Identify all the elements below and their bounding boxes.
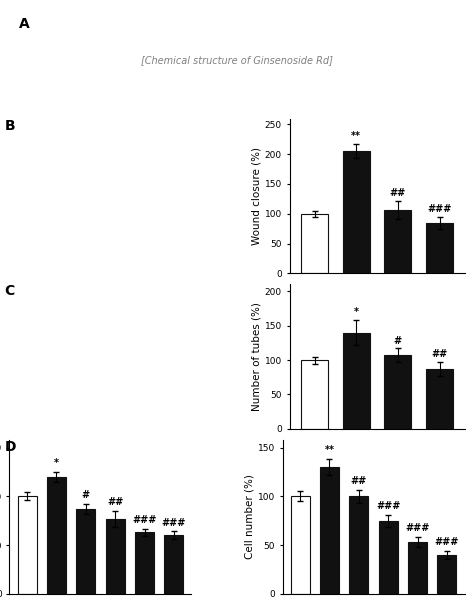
Text: +: + xyxy=(394,289,401,298)
Bar xyxy=(384,355,411,429)
Text: +: + xyxy=(394,447,401,456)
Text: +: + xyxy=(353,289,360,298)
Text: D: D xyxy=(5,440,16,454)
Bar xyxy=(301,214,328,273)
Bar xyxy=(349,496,368,594)
Text: a: a xyxy=(16,290,22,299)
Text: d: d xyxy=(149,362,156,373)
Text: #: # xyxy=(394,336,402,345)
Text: ###: ### xyxy=(435,537,459,547)
Text: 25: 25 xyxy=(392,465,403,474)
Y-axis label: Wound closure (%): Wound closure (%) xyxy=(252,147,262,245)
Text: ##: ## xyxy=(431,350,447,359)
Text: c: c xyxy=(16,362,22,373)
Text: #: # xyxy=(82,490,90,501)
Text: **: ** xyxy=(351,132,361,141)
Bar xyxy=(106,519,125,594)
Bar xyxy=(320,467,339,594)
Text: a: a xyxy=(16,125,22,135)
Text: Rd (μM): Rd (μM) xyxy=(292,465,325,474)
Text: B: B xyxy=(5,119,15,133)
Bar xyxy=(426,222,453,273)
Text: ##: ## xyxy=(107,497,123,507)
Bar xyxy=(135,533,154,594)
Text: +: + xyxy=(353,447,360,456)
Text: ###: ### xyxy=(162,518,186,528)
Bar xyxy=(384,210,411,273)
Text: ##: ## xyxy=(390,188,406,198)
Text: c: c xyxy=(16,203,22,213)
Bar xyxy=(408,542,427,594)
Bar xyxy=(343,333,370,429)
Bar xyxy=(343,151,370,273)
Text: [Chemical structure of Ginsenoside Rd]: [Chemical structure of Ginsenoside Rd] xyxy=(141,55,333,65)
Text: -: - xyxy=(355,465,358,474)
Bar xyxy=(18,496,36,594)
Text: 50: 50 xyxy=(434,465,445,474)
Bar xyxy=(379,521,398,594)
Text: +: + xyxy=(436,447,443,456)
Text: ###: ### xyxy=(405,524,430,533)
Y-axis label: Number of tubes (%): Number of tubes (%) xyxy=(252,302,262,411)
Y-axis label: Cell number (%): Cell number (%) xyxy=(245,474,255,559)
Text: A: A xyxy=(18,17,29,31)
Bar xyxy=(76,509,95,594)
Text: **: ** xyxy=(325,445,335,456)
Text: d: d xyxy=(149,203,156,213)
Text: *: * xyxy=(354,307,359,318)
Text: C: C xyxy=(5,284,15,298)
Bar xyxy=(47,477,66,594)
Text: -: - xyxy=(313,447,316,456)
Text: ###: ### xyxy=(428,204,452,215)
Text: ###: ### xyxy=(376,501,401,511)
Bar xyxy=(426,369,453,429)
Bar xyxy=(301,360,328,429)
Text: *: * xyxy=(54,458,59,468)
Text: ##: ## xyxy=(351,476,367,485)
Text: -: - xyxy=(313,465,316,474)
Text: b: b xyxy=(149,290,156,299)
Text: VEGF: VEGF xyxy=(292,289,314,298)
Text: -: - xyxy=(313,289,316,298)
Text: b: b xyxy=(149,125,156,135)
Text: +: + xyxy=(436,289,443,298)
Text: VEGF: VEGF xyxy=(292,447,314,456)
Bar xyxy=(438,555,456,594)
Bar xyxy=(291,496,310,594)
Bar xyxy=(164,535,183,594)
Text: ###: ### xyxy=(132,514,157,525)
